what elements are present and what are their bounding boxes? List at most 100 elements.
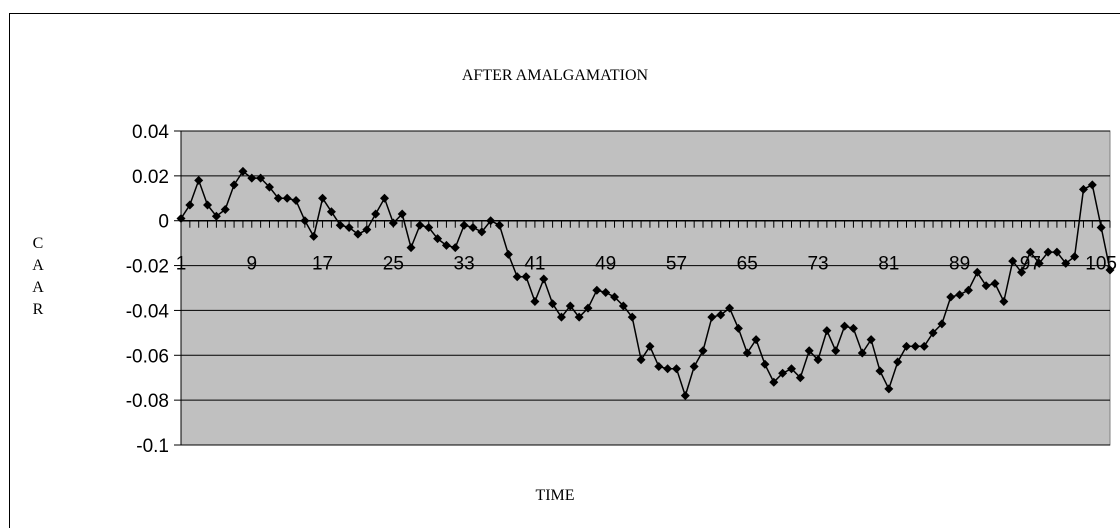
data-point: [769, 377, 779, 387]
data-point: [503, 249, 513, 259]
data-point: [530, 296, 540, 306]
data-point: [344, 222, 354, 232]
x-tick-label: 41: [524, 254, 545, 275]
y-tick-label: 0: [158, 212, 169, 233]
data-point: [264, 182, 274, 192]
y-tick-label: 0.02: [132, 167, 169, 188]
data-point: [468, 222, 478, 232]
data-point: [1034, 258, 1044, 268]
data-point: [813, 355, 823, 365]
data-point: [415, 220, 425, 230]
data-point: [353, 229, 363, 239]
data-point: [707, 312, 717, 322]
data-point: [300, 216, 310, 226]
data-point: [335, 220, 345, 230]
data-point: [760, 359, 770, 369]
data-point: [247, 173, 257, 183]
data-point: [919, 341, 929, 351]
data-point: [636, 355, 646, 365]
x-tick-label: 17: [312, 254, 333, 275]
series-polyline: [180, 170, 1111, 399]
data-point: [778, 368, 788, 378]
data-point: [592, 285, 602, 295]
data-point: [1096, 222, 1106, 232]
data-point: [972, 267, 982, 277]
chart-title: AFTER AMALGAMATION: [462, 67, 649, 84]
data-point: [424, 222, 434, 232]
x-tick-label: 81: [878, 254, 899, 275]
x-tick-label: 9: [246, 254, 257, 275]
data-point: [981, 281, 991, 291]
data-point: [1105, 265, 1115, 275]
data-point: [884, 384, 894, 394]
data-point: [1052, 247, 1062, 257]
data-point: [1070, 252, 1080, 262]
data-point: [857, 348, 867, 358]
data-point: [831, 346, 841, 356]
data-point: [946, 292, 956, 302]
data-point: [654, 362, 664, 371]
x-tick-label: 49: [595, 254, 616, 275]
x-tick-label: 57: [666, 254, 687, 275]
x-tick-label: 89: [949, 254, 970, 275]
y-axis-label-letter: A: [32, 257, 44, 274]
data-point: [618, 301, 628, 311]
data-point: [450, 243, 460, 253]
data-point: [318, 193, 328, 203]
data-point: [795, 373, 805, 383]
data-point: [229, 180, 239, 190]
data-point: [574, 312, 584, 322]
data-point: [610, 292, 620, 302]
data-point: [893, 357, 903, 367]
data-point: [680, 391, 690, 401]
data-point: [539, 274, 549, 284]
data-point: [866, 335, 876, 345]
data-point: [725, 303, 735, 313]
data-point: [671, 364, 681, 374]
data-point: [698, 346, 708, 356]
data-point: [388, 218, 398, 228]
data-point: [459, 220, 469, 230]
x-axis-label: TIME: [535, 487, 574, 504]
x-tick-label: 33: [454, 254, 475, 275]
data-point: [716, 310, 726, 320]
data-point: [521, 272, 531, 282]
data-point: [371, 209, 381, 219]
data-point: [937, 319, 947, 329]
data-point: [512, 272, 522, 282]
data-point: [955, 290, 965, 300]
y-tick-label: 0.04: [132, 122, 169, 143]
data-point: [282, 193, 292, 203]
data-point: [689, 362, 699, 371]
data-point: [238, 166, 248, 176]
plot-area: [180, 130, 1111, 446]
data-point: [601, 287, 611, 297]
x-tick-label: 65: [737, 254, 758, 275]
data-point: [1008, 256, 1018, 266]
series-line: [180, 170, 1111, 399]
data-point: [583, 303, 593, 313]
data-point: [742, 348, 752, 358]
y-tick-label: -0.06: [126, 346, 169, 367]
data-point: [1043, 247, 1053, 257]
x-tick-label: 73: [807, 254, 828, 275]
y-tick-label: -0.1: [136, 436, 169, 457]
data-point: [495, 220, 505, 230]
data-point: [751, 335, 761, 345]
data-point: [1061, 258, 1071, 268]
y-tick-label: -0.08: [126, 391, 169, 412]
data-point: [902, 341, 912, 351]
data-point: [999, 296, 1009, 306]
data-point: [176, 213, 186, 223]
data-point: [406, 243, 416, 253]
data-point: [928, 328, 938, 338]
data-point: [733, 323, 743, 333]
data-point: [291, 196, 301, 206]
y-axis-label-letter: R: [33, 301, 44, 318]
data-point: [565, 301, 575, 311]
data-point: [477, 227, 487, 237]
y-tick-labels: 0.04 0.02 0 -0.02 -0.04 -0.06 -0.08 -0.1: [126, 122, 170, 457]
data-point: [379, 193, 389, 203]
x-tick-label: 1: [176, 254, 187, 275]
